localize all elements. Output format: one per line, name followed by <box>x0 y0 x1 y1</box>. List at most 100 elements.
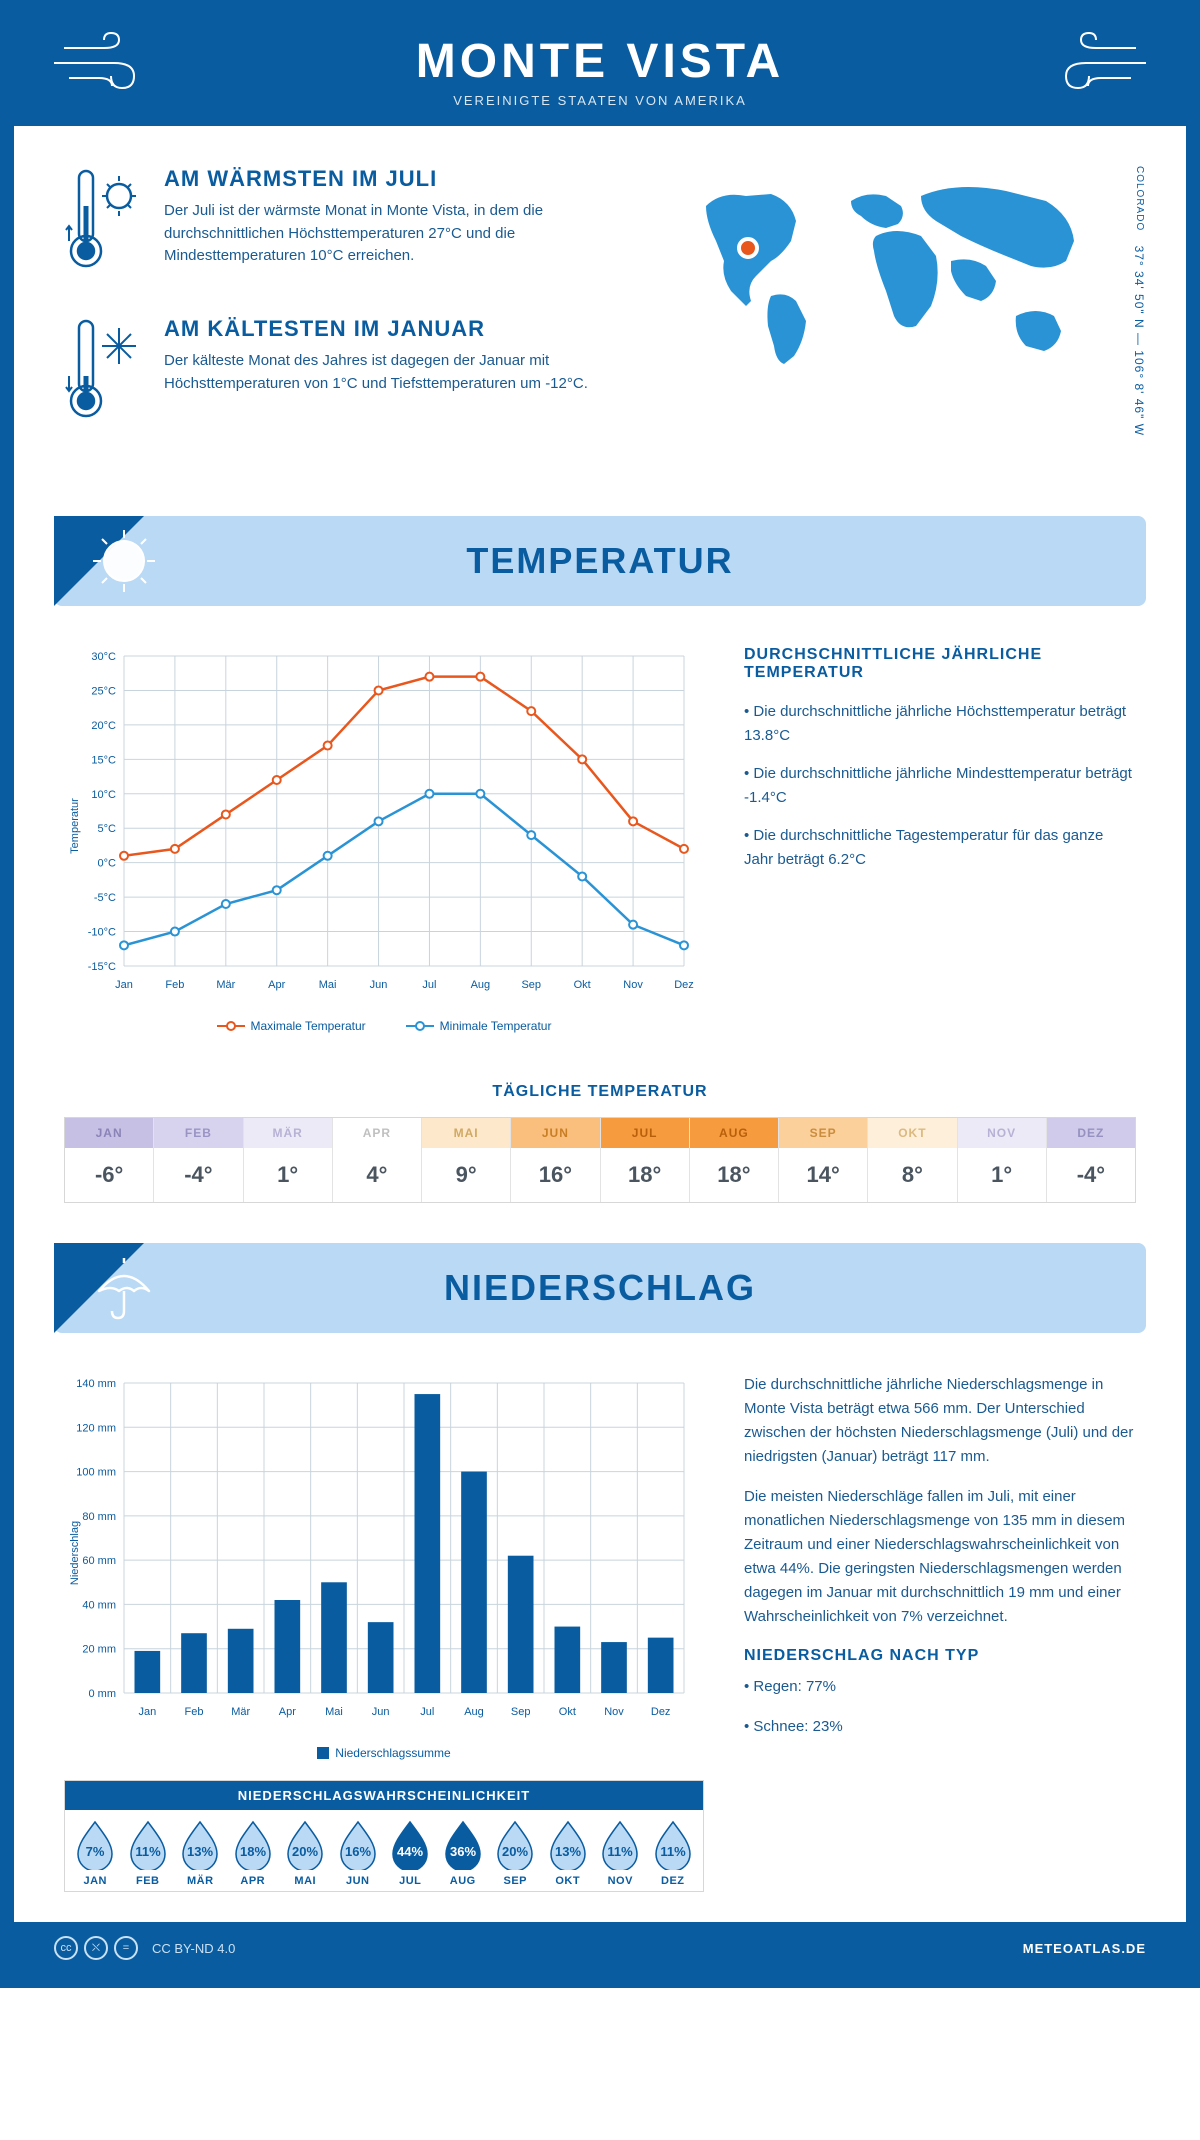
license-badge: cc ⛌ = CC BY-ND 4.0 <box>54 1936 235 1960</box>
precip-prob-title: NIEDERSCHLAGSWAHRSCHEINLICHKEIT <box>65 1781 703 1810</box>
month-cell: FEB-4° <box>154 1118 243 1202</box>
month-cell: JUN16° <box>511 1118 600 1202</box>
warmest-text: Der Juli ist der wärmste Monat in Monte … <box>164 200 636 268</box>
svg-text:-5°C: -5°C <box>94 892 116 904</box>
precip-probability-box: NIEDERSCHLAGSWAHRSCHEINLICHKEIT 7%JAN11%… <box>64 1780 704 1892</box>
coldest-text: Der kälteste Monat des Jahres ist dagege… <box>164 350 636 395</box>
svg-text:Dez: Dez <box>674 979 694 991</box>
svg-text:13%: 13% <box>555 1844 581 1859</box>
svg-text:20%: 20% <box>502 1844 528 1859</box>
svg-text:Jul: Jul <box>420 1706 434 1718</box>
svg-text:36%: 36% <box>450 1844 476 1859</box>
svg-text:Okt: Okt <box>559 1706 576 1718</box>
section-banner-precip: NIEDERSCHLAG <box>54 1243 1146 1333</box>
month-cell: MÄR1° <box>244 1118 333 1202</box>
prob-cell: 16%JUN <box>332 1818 385 1887</box>
svg-text:7%: 7% <box>86 1844 105 1859</box>
coordinates: COLORADO 37° 34' 50" N — 106° 8' 46" W <box>1132 166 1146 436</box>
site-name: METEOATLAS.DE <box>1023 1941 1146 1956</box>
svg-text:100 mm: 100 mm <box>76 1467 116 1479</box>
svg-text:Jan: Jan <box>138 1706 156 1718</box>
svg-text:140 mm: 140 mm <box>76 1378 116 1390</box>
svg-text:11%: 11% <box>608 1844 634 1859</box>
prob-cell: 20%MAI <box>279 1818 332 1887</box>
svg-text:11%: 11% <box>660 1844 686 1859</box>
svg-text:Feb: Feb <box>165 979 184 991</box>
month-cell: NOV1° <box>958 1118 1047 1202</box>
svg-text:Aug: Aug <box>471 979 491 991</box>
svg-text:Mai: Mai <box>319 979 337 991</box>
temperature-line-chart: -15°C-10°C-5°C0°C5°C10°C15°C20°C25°C30°C… <box>64 646 704 1033</box>
month-cell: DEZ-4° <box>1047 1118 1135 1202</box>
map-marker-icon <box>739 239 757 257</box>
wind-icon <box>44 28 144 98</box>
month-cell: OKT8° <box>868 1118 957 1202</box>
precip-by-type-heading: NIEDERSCHLAG NACH TYP <box>744 1647 1136 1665</box>
month-cell: APR4° <box>333 1118 422 1202</box>
svg-text:Sep: Sep <box>521 979 541 991</box>
svg-text:15°C: 15°C <box>91 754 116 766</box>
footer: cc ⛌ = CC BY-ND 4.0 METEOATLAS.DE <box>14 1922 1186 1974</box>
svg-text:-10°C: -10°C <box>88 927 116 939</box>
svg-text:Mär: Mär <box>231 1706 250 1718</box>
svg-text:-15°C: -15°C <box>88 961 116 973</box>
prob-cell: 44%JUL <box>384 1818 437 1887</box>
svg-text:Niederschlag: Niederschlag <box>69 1521 81 1585</box>
svg-text:25°C: 25°C <box>91 685 116 697</box>
svg-text:11%: 11% <box>135 1844 161 1859</box>
prob-cell: 20%SEP <box>489 1818 542 1887</box>
svg-text:20%: 20% <box>292 1844 318 1859</box>
section-title: TEMPERATUR <box>466 540 733 582</box>
prob-cell: 13%OKT <box>542 1818 595 1887</box>
svg-text:13%: 13% <box>187 1844 213 1859</box>
svg-text:120 mm: 120 mm <box>76 1422 116 1434</box>
page-title: MONTE VISTA <box>14 34 1186 89</box>
thermometer-cold-icon <box>64 316 144 431</box>
section-title: NIEDERSCHLAG <box>444 1267 756 1309</box>
svg-text:Mai: Mai <box>325 1706 343 1718</box>
svg-text:20 mm: 20 mm <box>82 1644 116 1656</box>
section-banner-temperature: TEMPERATUR <box>54 516 1146 606</box>
svg-text:80 mm: 80 mm <box>82 1511 116 1523</box>
svg-text:Okt: Okt <box>574 979 591 991</box>
svg-text:Feb: Feb <box>185 1706 204 1718</box>
svg-text:0 mm: 0 mm <box>89 1688 117 1700</box>
prob-cell: 11%FEB <box>122 1818 175 1887</box>
svg-text:Dez: Dez <box>651 1706 671 1718</box>
temp-info-bullet: • Die durchschnittliche jährliche Höchst… <box>744 700 1136 748</box>
svg-text:10°C: 10°C <box>91 789 116 801</box>
svg-text:Nov: Nov <box>604 1706 624 1718</box>
svg-text:Apr: Apr <box>279 1706 296 1718</box>
header: MONTE VISTA VEREINIGTE STAATEN VON AMERI… <box>14 14 1186 126</box>
month-cell: AUG18° <box>690 1118 779 1202</box>
svg-text:Jun: Jun <box>370 979 388 991</box>
svg-text:44%: 44% <box>397 1844 423 1859</box>
svg-text:Jun: Jun <box>372 1706 390 1718</box>
svg-text:5°C: 5°C <box>98 823 117 835</box>
prob-cell: 7%JAN <box>69 1818 122 1887</box>
svg-text:16%: 16% <box>345 1844 371 1859</box>
page-subtitle: VEREINIGTE STAATEN VON AMERIKA <box>14 93 1186 108</box>
temp-info-heading: DURCHSCHNITTLICHE JÄHRLICHE TEMPERATUR <box>744 646 1136 682</box>
prob-cell: 13%MÄR <box>174 1818 227 1887</box>
precip-text-2: Die meisten Niederschläge fallen im Juli… <box>744 1485 1136 1629</box>
daily-temp-strip: JAN-6°FEB-4°MÄR1°APR4°MAI9°JUN16°JUL18°A… <box>64 1117 1136 1203</box>
daily-temp-title: TÄGLICHE TEMPERATUR <box>14 1083 1186 1101</box>
warmest-title: AM WÄRMSTEN IM JULI <box>164 166 636 192</box>
precip-by-type-2: • Schnee: 23% <box>744 1715 1136 1739</box>
svg-text:Jan: Jan <box>115 979 133 991</box>
svg-text:Aug: Aug <box>464 1706 484 1718</box>
temp-info-bullet: • Die durchschnittliche jährliche Mindes… <box>744 762 1136 810</box>
precip-by-type-1: • Regen: 77% <box>744 1675 1136 1699</box>
temp-chart-legend: Maximale Temperatur Minimale Temperatur <box>64 1019 704 1033</box>
svg-text:Mär: Mär <box>216 979 235 991</box>
svg-text:Jul: Jul <box>422 979 436 991</box>
month-cell: JAN-6° <box>65 1118 154 1202</box>
svg-text:Apr: Apr <box>268 979 285 991</box>
precipitation-bar-chart: 0 mm20 mm40 mm60 mm80 mm100 mm120 mm140 … <box>64 1373 704 1733</box>
prob-cell: 36%AUG <box>437 1818 490 1887</box>
month-cell: SEP14° <box>779 1118 868 1202</box>
svg-text:60 mm: 60 mm <box>82 1555 116 1567</box>
coldest-title: AM KÄLTESTEN IM JANUAR <box>164 316 636 342</box>
world-map-icon <box>676 166 1096 376</box>
